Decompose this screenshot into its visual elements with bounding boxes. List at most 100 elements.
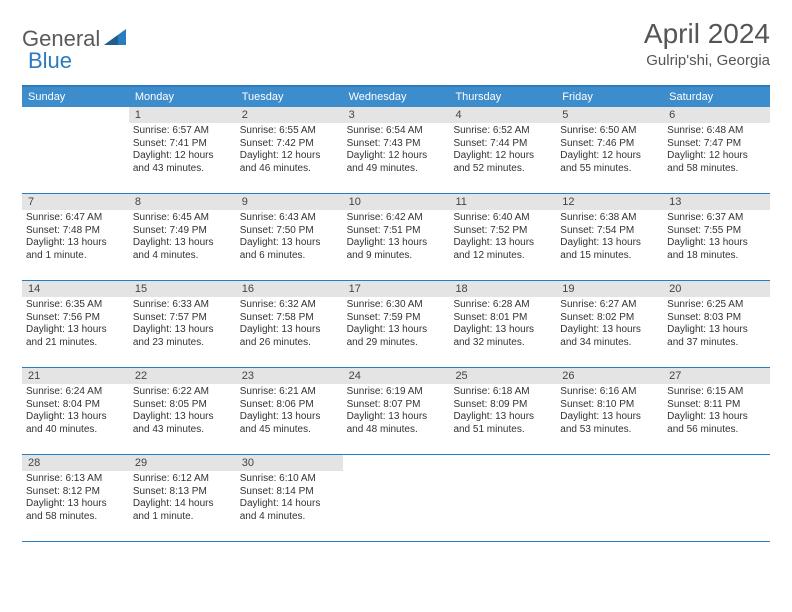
sunrise-text: Sunrise: 6:42 AM [347,212,446,225]
daylight-text: Daylight: 13 hours and 40 minutes. [26,411,125,436]
day-number: 10 [343,194,450,210]
daylight-text: Daylight: 13 hours and 53 minutes. [560,411,659,436]
day-cell: 25Sunrise: 6:18 AMSunset: 8:09 PMDayligh… [449,368,556,454]
day-details: Sunrise: 6:15 AMSunset: 8:11 PMDaylight:… [663,384,770,440]
weekday-header: Wednesday [343,87,450,107]
daylight-text: Daylight: 13 hours and 18 minutes. [667,237,766,262]
day-details: Sunrise: 6:57 AMSunset: 7:41 PMDaylight:… [129,123,236,179]
day-number: 5 [556,107,663,123]
day-number [343,455,450,471]
day-number: 30 [236,455,343,471]
sunrise-text: Sunrise: 6:32 AM [240,299,339,312]
sunrise-text: Sunrise: 6:27 AM [560,299,659,312]
weekday-header: Tuesday [236,87,343,107]
sunrise-text: Sunrise: 6:45 AM [133,212,232,225]
day-number: 20 [663,281,770,297]
sunrise-text: Sunrise: 6:15 AM [667,386,766,399]
day-cell: 7Sunrise: 6:47 AMSunset: 7:48 PMDaylight… [22,194,129,280]
day-details: Sunrise: 6:28 AMSunset: 8:01 PMDaylight:… [449,297,556,353]
sunset-text: Sunset: 8:05 PM [133,399,232,412]
sunrise-text: Sunrise: 6:13 AM [26,473,125,486]
sunset-text: Sunset: 8:03 PM [667,312,766,325]
day-details: Sunrise: 6:22 AMSunset: 8:05 PMDaylight:… [129,384,236,440]
sunset-text: Sunset: 8:13 PM [133,486,232,499]
day-cell: 19Sunrise: 6:27 AMSunset: 8:02 PMDayligh… [556,281,663,367]
week-row: 1Sunrise: 6:57 AMSunset: 7:41 PMDaylight… [22,107,770,194]
sunset-text: Sunset: 7:44 PM [453,138,552,151]
day-number: 21 [22,368,129,384]
sunset-text: Sunset: 7:50 PM [240,225,339,238]
day-number: 17 [343,281,450,297]
sunrise-text: Sunrise: 6:22 AM [133,386,232,399]
sunset-text: Sunset: 7:49 PM [133,225,232,238]
sunset-text: Sunset: 7:43 PM [347,138,446,151]
day-cell: 10Sunrise: 6:42 AMSunset: 7:51 PMDayligh… [343,194,450,280]
daylight-text: Daylight: 13 hours and 51 minutes. [453,411,552,436]
weekday-header: Thursday [449,87,556,107]
sunset-text: Sunset: 7:55 PM [667,225,766,238]
day-number: 25 [449,368,556,384]
day-cell: 30Sunrise: 6:10 AMSunset: 8:14 PMDayligh… [236,455,343,541]
day-cell: 3Sunrise: 6:54 AMSunset: 7:43 PMDaylight… [343,107,450,193]
daylight-text: Daylight: 13 hours and 48 minutes. [347,411,446,436]
day-cell: 9Sunrise: 6:43 AMSunset: 7:50 PMDaylight… [236,194,343,280]
day-details: Sunrise: 6:13 AMSunset: 8:12 PMDaylight:… [22,471,129,527]
sunset-text: Sunset: 7:51 PM [347,225,446,238]
sunrise-text: Sunrise: 6:48 AM [667,125,766,138]
day-number: 3 [343,107,450,123]
day-details: Sunrise: 6:54 AMSunset: 7:43 PMDaylight:… [343,123,450,179]
day-number: 8 [129,194,236,210]
day-number: 14 [22,281,129,297]
sunset-text: Sunset: 7:59 PM [347,312,446,325]
daylight-text: Daylight: 13 hours and 32 minutes. [453,324,552,349]
sunrise-text: Sunrise: 6:21 AM [240,386,339,399]
weekday-header: Sunday [22,87,129,107]
day-number [449,455,556,471]
day-cell: 4Sunrise: 6:52 AMSunset: 7:44 PMDaylight… [449,107,556,193]
day-details: Sunrise: 6:19 AMSunset: 8:07 PMDaylight:… [343,384,450,440]
day-number: 7 [22,194,129,210]
week-row: 21Sunrise: 6:24 AMSunset: 8:04 PMDayligh… [22,368,770,455]
sunset-text: Sunset: 8:02 PM [560,312,659,325]
logo: General [22,18,128,52]
sunset-text: Sunset: 8:12 PM [26,486,125,499]
sunrise-text: Sunrise: 6:54 AM [347,125,446,138]
day-details: Sunrise: 6:27 AMSunset: 8:02 PMDaylight:… [556,297,663,353]
day-cell: 11Sunrise: 6:40 AMSunset: 7:52 PMDayligh… [449,194,556,280]
logo-triangle-icon [104,29,126,50]
sunset-text: Sunset: 7:48 PM [26,225,125,238]
daylight-text: Daylight: 13 hours and 56 minutes. [667,411,766,436]
day-details: Sunrise: 6:12 AMSunset: 8:13 PMDaylight:… [129,471,236,527]
day-details: Sunrise: 6:33 AMSunset: 7:57 PMDaylight:… [129,297,236,353]
day-number: 22 [129,368,236,384]
daylight-text: Daylight: 12 hours and 43 minutes. [133,150,232,175]
day-number: 16 [236,281,343,297]
sunrise-text: Sunrise: 6:43 AM [240,212,339,225]
title-block: April 2024 Gulrip'shi, Georgia [644,18,770,69]
weekday-header: Friday [556,87,663,107]
day-cell: 28Sunrise: 6:13 AMSunset: 8:12 PMDayligh… [22,455,129,541]
sunset-text: Sunset: 8:04 PM [26,399,125,412]
day-cell [556,455,663,541]
day-cell: 16Sunrise: 6:32 AMSunset: 7:58 PMDayligh… [236,281,343,367]
day-number [22,107,129,123]
day-details: Sunrise: 6:10 AMSunset: 8:14 PMDaylight:… [236,471,343,527]
weekday-header: Saturday [663,87,770,107]
day-cell: 20Sunrise: 6:25 AMSunset: 8:03 PMDayligh… [663,281,770,367]
day-details: Sunrise: 6:55 AMSunset: 7:42 PMDaylight:… [236,123,343,179]
sunset-text: Sunset: 7:47 PM [667,138,766,151]
daylight-text: Daylight: 14 hours and 1 minute. [133,498,232,523]
day-details: Sunrise: 6:37 AMSunset: 7:55 PMDaylight:… [663,210,770,266]
day-cell: 14Sunrise: 6:35 AMSunset: 7:56 PMDayligh… [22,281,129,367]
sunrise-text: Sunrise: 6:40 AM [453,212,552,225]
sunrise-text: Sunrise: 6:35 AM [26,299,125,312]
day-cell: 27Sunrise: 6:15 AMSunset: 8:11 PMDayligh… [663,368,770,454]
sunrise-text: Sunrise: 6:10 AM [240,473,339,486]
sunrise-text: Sunrise: 6:47 AM [26,212,125,225]
day-details: Sunrise: 6:38 AMSunset: 7:54 PMDaylight:… [556,210,663,266]
day-cell: 24Sunrise: 6:19 AMSunset: 8:07 PMDayligh… [343,368,450,454]
daylight-text: Daylight: 12 hours and 46 minutes. [240,150,339,175]
daylight-text: Daylight: 13 hours and 58 minutes. [26,498,125,523]
daylight-text: Daylight: 13 hours and 23 minutes. [133,324,232,349]
day-cell [22,107,129,193]
